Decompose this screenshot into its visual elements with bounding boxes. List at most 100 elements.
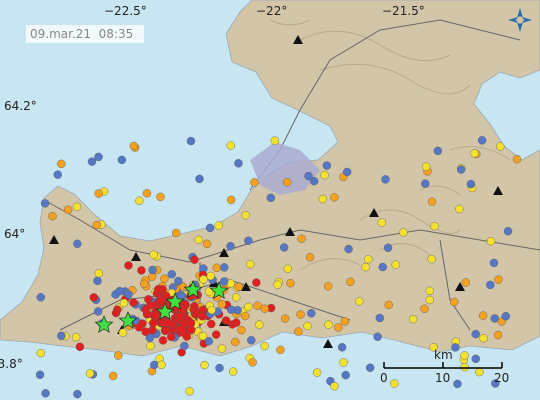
earthquake-dot bbox=[134, 323, 144, 332]
earthquake-dot bbox=[35, 370, 45, 379]
earthquake-dot bbox=[346, 277, 355, 287]
earthquake-dot bbox=[41, 389, 50, 398]
star-marker bbox=[118, 311, 138, 330]
earthquakes bbox=[35, 35, 522, 399]
scale-bar bbox=[383, 362, 503, 369]
scale-label: 10 bbox=[435, 371, 450, 385]
contours bbox=[269, 19, 511, 271]
earthquake-dot bbox=[303, 321, 312, 331]
earthquake-dot bbox=[378, 262, 387, 272]
earthquake-dot bbox=[296, 310, 305, 319]
earthquake-dot bbox=[85, 369, 95, 378]
earthquake-dot bbox=[340, 317, 350, 326]
earthquake-dot bbox=[471, 354, 480, 364]
earthquake-dot bbox=[391, 260, 400, 269]
earthquake-dot bbox=[205, 223, 215, 233]
earthquake-dot bbox=[503, 227, 513, 236]
earthquake-dot bbox=[501, 312, 510, 321]
earthquake-dot bbox=[124, 290, 133, 299]
earthquake-dot bbox=[477, 136, 487, 145]
earthquake-dot bbox=[384, 300, 393, 310]
star-marker bbox=[209, 281, 229, 300]
earthquake-dot bbox=[148, 265, 157, 275]
earthquake-dot bbox=[129, 298, 138, 307]
earthquake-dot bbox=[460, 362, 469, 372]
earthquake-dot bbox=[252, 278, 261, 287]
earthquake-dot bbox=[244, 236, 253, 245]
earthquake-dot bbox=[283, 264, 292, 273]
earthquake-dot bbox=[87, 157, 97, 166]
earthquake-dot bbox=[93, 276, 102, 286]
earthquake-dot bbox=[421, 179, 430, 188]
earthquake-dot bbox=[145, 333, 155, 343]
earthquake-dot bbox=[220, 263, 229, 272]
earthquake-dot bbox=[232, 293, 241, 302]
earthquake-dot bbox=[341, 370, 350, 380]
earthquake-dot bbox=[365, 363, 375, 372]
earthquake-dot bbox=[161, 326, 170, 335]
earthquake-dot bbox=[167, 270, 176, 279]
earthquake-dot bbox=[151, 310, 160, 320]
earthquake-dot bbox=[330, 381, 339, 391]
volcano-marker bbox=[241, 282, 251, 291]
earthquake-dot bbox=[491, 379, 500, 388]
earthquake-dot bbox=[276, 345, 285, 355]
earthquake-dot bbox=[157, 360, 166, 369]
earthquake-dot bbox=[212, 263, 221, 273]
earthquake-dot bbox=[198, 331, 208, 341]
earthquake-dot bbox=[429, 343, 438, 352]
volcano-marker bbox=[293, 35, 303, 44]
earthquake-dot bbox=[186, 136, 196, 146]
earthquake-dot bbox=[241, 210, 250, 220]
earthquake-dot bbox=[334, 323, 343, 332]
earthquake-dot bbox=[355, 297, 364, 306]
earthquake-dot bbox=[455, 204, 464, 214]
earthquake-dot bbox=[361, 262, 370, 272]
earthquake-dot bbox=[63, 205, 73, 214]
earthquake-dot bbox=[390, 379, 399, 388]
earthquake-dot bbox=[200, 360, 209, 370]
urban-area bbox=[250, 142, 320, 195]
earthquake-dot bbox=[324, 320, 333, 329]
earthquake-dot bbox=[244, 302, 253, 312]
earthquake-dot bbox=[71, 332, 81, 342]
earthquake-dot bbox=[320, 170, 329, 180]
earthquake-dot bbox=[146, 341, 155, 351]
earthquake-dot bbox=[337, 343, 347, 352]
earthquake-dot bbox=[253, 301, 262, 310]
longitude-label: −22.5° bbox=[104, 4, 147, 18]
earthquake-dot bbox=[471, 329, 480, 339]
earthquake-dot bbox=[114, 351, 123, 360]
earthquake-dot bbox=[282, 178, 292, 187]
earthquake-dot bbox=[228, 367, 238, 376]
earthquake-dot bbox=[94, 189, 103, 198]
earthquake-dot bbox=[234, 282, 244, 292]
earthquake-dot bbox=[36, 348, 45, 358]
earthquake-dot bbox=[117, 155, 127, 165]
earthquake-dot bbox=[456, 165, 466, 174]
volcano-marker bbox=[493, 186, 503, 195]
earthquake-dot bbox=[142, 189, 152, 198]
volcano-marker bbox=[131, 252, 141, 261]
earthquake-dot bbox=[234, 159, 243, 168]
earthquake-dot bbox=[186, 318, 196, 328]
earthquake-dot bbox=[226, 141, 235, 150]
earthquake-dot bbox=[118, 328, 128, 337]
earthquake-dot bbox=[344, 244, 353, 254]
earthquake-dot bbox=[212, 330, 221, 339]
earthquake-dot bbox=[312, 368, 322, 377]
earthquake-dot bbox=[171, 228, 181, 238]
volcano-marker bbox=[49, 235, 59, 244]
earthquake-dot bbox=[48, 212, 57, 221]
earthquake-dot bbox=[148, 326, 157, 335]
earthquake-dot bbox=[342, 167, 352, 177]
earthquake-dot bbox=[93, 307, 103, 316]
earthquake-dot bbox=[433, 146, 443, 156]
earthquake-dot bbox=[92, 220, 101, 230]
earthquake-dot bbox=[180, 341, 189, 351]
earthquake-dot bbox=[420, 304, 429, 313]
earthquake-dot bbox=[241, 311, 250, 321]
earthquake-dot bbox=[247, 336, 256, 345]
longitude-label: −22° bbox=[256, 4, 287, 18]
earthquake-dot bbox=[73, 239, 82, 248]
